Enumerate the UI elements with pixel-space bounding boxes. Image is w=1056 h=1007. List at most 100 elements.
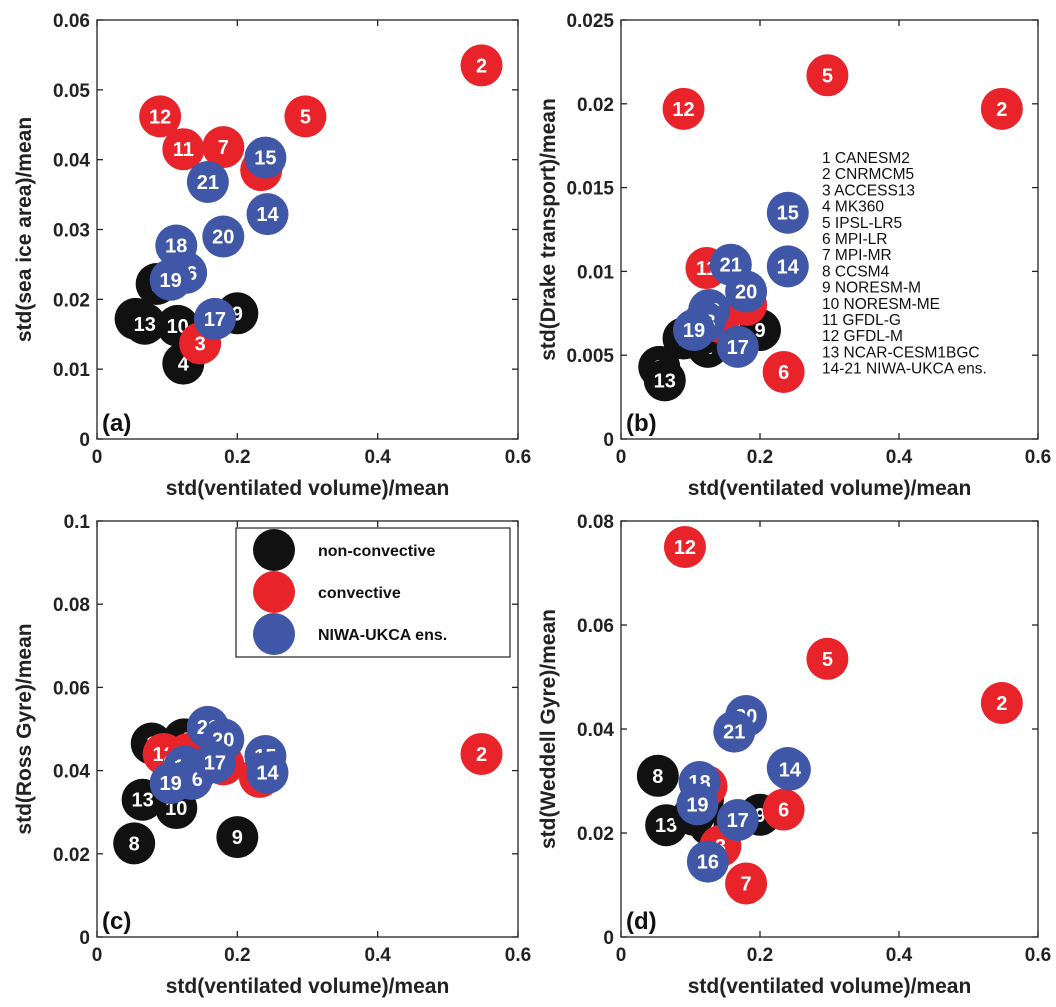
model-list-entry: 6 MPI-LR <box>822 231 887 248</box>
data-point-marker <box>676 783 719 826</box>
data-point-label: 5 <box>300 106 311 128</box>
data-point-marker <box>186 161 229 204</box>
y-tick-label: 0.06 <box>577 616 614 637</box>
model-list-entry: 5 IPSL-LR5 <box>822 215 902 232</box>
data-point: 14 <box>768 748 811 791</box>
y-tick-label: 0.005 <box>566 346 614 367</box>
data-point-label: 3 <box>195 333 206 355</box>
data-point-marker <box>139 95 182 138</box>
data-point-label: 2 <box>476 55 487 77</box>
panel-3: 81349101125261137202115141819171600.20.4… <box>537 512 1051 998</box>
data-point: 8 <box>113 822 156 865</box>
x-axis-label: std(ventilated volume)/mean <box>166 477 450 500</box>
data-point: 19 <box>672 309 715 352</box>
data-point-label: 16 <box>697 852 719 874</box>
x-tick-label: 0.4 <box>886 447 913 468</box>
data-point-marker <box>725 862 768 905</box>
y-tick-label: 0.05 <box>53 81 90 102</box>
data-point-label: 2 <box>476 744 487 766</box>
x-tick-label: 0.6 <box>505 945 531 966</box>
data-point: 20 <box>725 270 768 313</box>
data-point: 12 <box>139 95 182 138</box>
data-point-marker <box>643 359 686 402</box>
data-point: 19 <box>149 762 192 805</box>
data-point-label: 6 <box>778 800 789 822</box>
data-point-label: 14 <box>256 763 279 785</box>
model-list-entry: 1 CANESM2 <box>822 150 910 167</box>
data-point: 14 <box>766 245 809 288</box>
legend-label: NIWA-UKCA ens. <box>318 627 447 644</box>
data-point-marker <box>672 309 715 352</box>
y-tick-label: 0.06 <box>53 678 90 699</box>
model-list-entry: 11 GFDL-G <box>822 312 901 329</box>
plot-frame <box>96 520 519 938</box>
data-point-marker <box>716 325 759 368</box>
data-point-label: 21 <box>723 722 745 744</box>
data-point-marker <box>149 762 192 805</box>
data-point-marker <box>768 748 811 791</box>
panel-label: (c) <box>102 908 131 935</box>
y-tick-label: 0 <box>79 430 90 451</box>
data-point-label: 9 <box>232 303 243 325</box>
y-tick-label: 0.08 <box>53 595 90 616</box>
data-point-label: 17 <box>204 309 226 331</box>
data-point-label: 6 <box>778 362 789 384</box>
panel-label: (a) <box>102 410 131 437</box>
data-point-marker <box>202 215 245 258</box>
data-point: 12 <box>662 87 705 130</box>
model-list-entry: 7 MPI-MR <box>822 247 892 264</box>
data-point: 2 <box>460 44 503 87</box>
data-point-label: 18 <box>165 236 187 258</box>
y-tick-label: 0.01 <box>577 262 614 283</box>
data-point: 5 <box>806 54 849 97</box>
data-point-marker <box>123 302 166 345</box>
data-point-marker <box>980 682 1023 724</box>
data-point-marker <box>193 741 236 784</box>
x-tick-label: 0 <box>92 945 103 966</box>
data-point: 7 <box>202 126 245 169</box>
data-point-label: 12 <box>674 537 696 559</box>
legend-marker <box>253 529 295 571</box>
model-list-entry: 8 CCSM4 <box>822 263 890 280</box>
data-point-label: 8 <box>652 766 663 788</box>
y-tick-label: 0.04 <box>577 720 614 741</box>
data-point-label: 20 <box>212 226 234 248</box>
x-tick-label: 0.6 <box>1025 447 1051 468</box>
data-point: 13 <box>643 359 686 402</box>
data-point-label: 14 <box>256 204 279 226</box>
data-point-label: 20 <box>735 282 757 304</box>
data-point-label: 13 <box>655 815 677 837</box>
data-point-label: 7 <box>741 873 752 895</box>
model-list-entry: 10 NORESM-ME <box>822 296 940 313</box>
data-point: 7 <box>725 862 768 905</box>
data-point-marker <box>766 191 809 234</box>
data-point-label: 17 <box>727 337 749 359</box>
data-point: 8 <box>636 754 679 797</box>
plot-frame <box>96 19 519 440</box>
data-point-marker <box>460 732 503 775</box>
x-tick-label: 0.4 <box>364 945 391 966</box>
data-point-label: 9 <box>754 805 765 827</box>
data-point-label: 19 <box>160 773 182 795</box>
data-point: 21 <box>713 710 756 753</box>
data-point-marker <box>766 245 809 288</box>
data-point: 15 <box>766 191 809 234</box>
data-point-marker <box>636 754 679 797</box>
data-point-label: 19 <box>683 320 705 342</box>
data-point-label: 15 <box>777 203 799 225</box>
y-tick-label: 0.02 <box>577 95 614 116</box>
model-list-entry: 14-21 NIWA-UKCA ens. <box>822 361 987 378</box>
data-point: 13 <box>123 302 166 345</box>
data-point-marker <box>980 87 1023 130</box>
data-point-label: 21 <box>197 172 219 194</box>
y-tick-label: 0.02 <box>577 824 614 845</box>
data-point-marker <box>113 822 156 865</box>
data-point: 5 <box>284 95 327 138</box>
model-list-entry: 3 ACCESS13 <box>822 182 915 199</box>
data-point: 14 <box>246 193 289 236</box>
legend-marker <box>253 571 295 613</box>
data-point-label: 5 <box>822 649 833 671</box>
x-axis-label: std(ventilated volume)/mean <box>166 975 450 998</box>
data-point-marker <box>762 350 805 393</box>
